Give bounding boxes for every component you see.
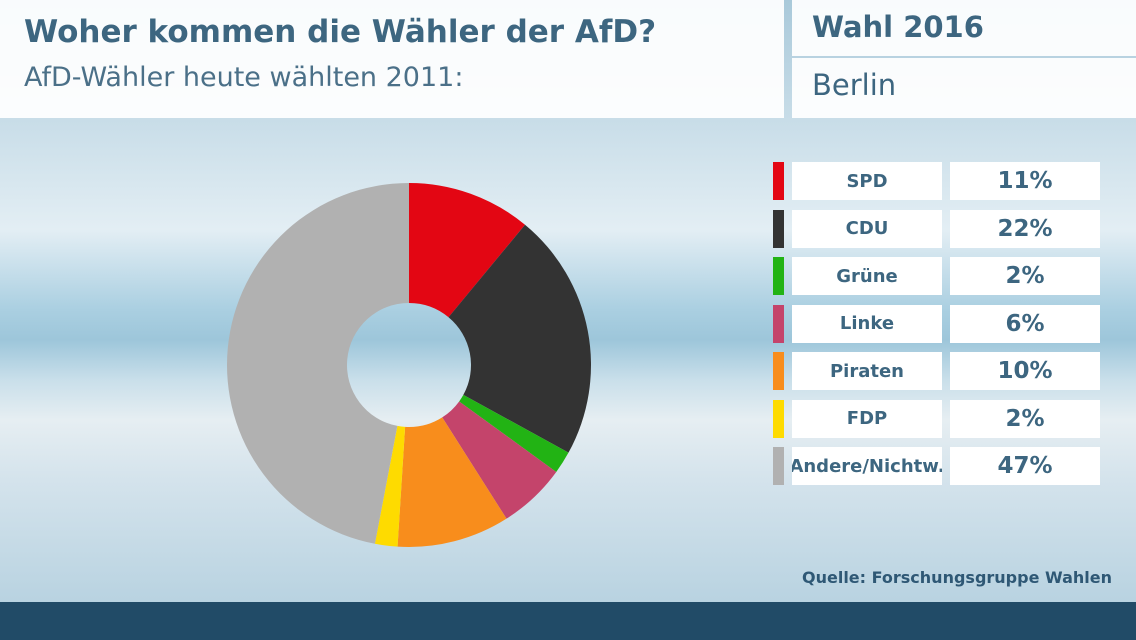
page-subtitle: AfD-Wähler heute wählten 2011: <box>24 62 464 93</box>
legend-party-label: Andere/Nichtw. <box>792 447 942 485</box>
donut-slice-piraten <box>397 417 507 547</box>
legend-swatch <box>773 209 784 248</box>
region-label: Berlin <box>812 68 897 102</box>
legend-value-label: 10% <box>950 352 1100 390</box>
donut-slice-cdu <box>448 224 591 453</box>
legend-swatch <box>773 257 784 295</box>
election-panel: Wahl 2016 <box>792 0 1136 56</box>
legend-party-label: FDP <box>792 399 942 438</box>
legend-row: Grüne 2% <box>773 257 1103 295</box>
legend-value-label: 11% <box>950 162 1100 200</box>
donut-slice-andere-nichtw <box>227 183 409 544</box>
legend-value-label: 47% <box>950 447 1100 485</box>
legend-row: CDU 22% <box>773 209 1103 248</box>
legend-row: Linke 6% <box>773 304 1103 343</box>
legend-swatch <box>773 399 784 438</box>
donut-chart <box>227 183 591 547</box>
legend-swatch <box>773 304 784 343</box>
legend-value-label: 2% <box>950 399 1100 438</box>
donut-slice-fdp <box>374 425 406 547</box>
legend-value-label: 2% <box>950 257 1100 295</box>
election-label: Wahl 2016 <box>812 10 984 44</box>
legend-swatch <box>773 162 784 200</box>
legend-swatch <box>773 447 784 485</box>
legend-party-label: Linke <box>792 304 942 343</box>
legend-row: Andere/Nichtw. 47% <box>773 447 1103 485</box>
source-note: Quelle: Forschungsgruppe Wahlen <box>801 568 1112 587</box>
legend-party-label: Grüne <box>792 257 942 295</box>
legend-row: FDP 2% <box>773 399 1103 438</box>
legend-party-label: Piraten <box>792 352 942 390</box>
donut-slice-linke <box>442 401 557 519</box>
legend-row: SPD 11% <box>773 162 1103 200</box>
legend-swatch <box>773 352 784 390</box>
legend-value-label: 6% <box>950 304 1100 343</box>
legend-party-label: SPD <box>792 162 942 200</box>
page-title: Woher kommen die Wähler der AfD? <box>24 14 657 50</box>
donut-slice-gr-ne <box>459 394 569 472</box>
legend-row: Piraten 10% <box>773 352 1103 390</box>
region-panel: Berlin <box>792 58 1136 118</box>
donut-slice-spd <box>409 183 526 318</box>
legend-value-label: 22% <box>950 209 1100 248</box>
footer-bar <box>0 602 1136 640</box>
header-panel: Woher kommen die Wähler der AfD? AfD-Wäh… <box>0 0 784 118</box>
legend-party-label: CDU <box>792 209 942 248</box>
